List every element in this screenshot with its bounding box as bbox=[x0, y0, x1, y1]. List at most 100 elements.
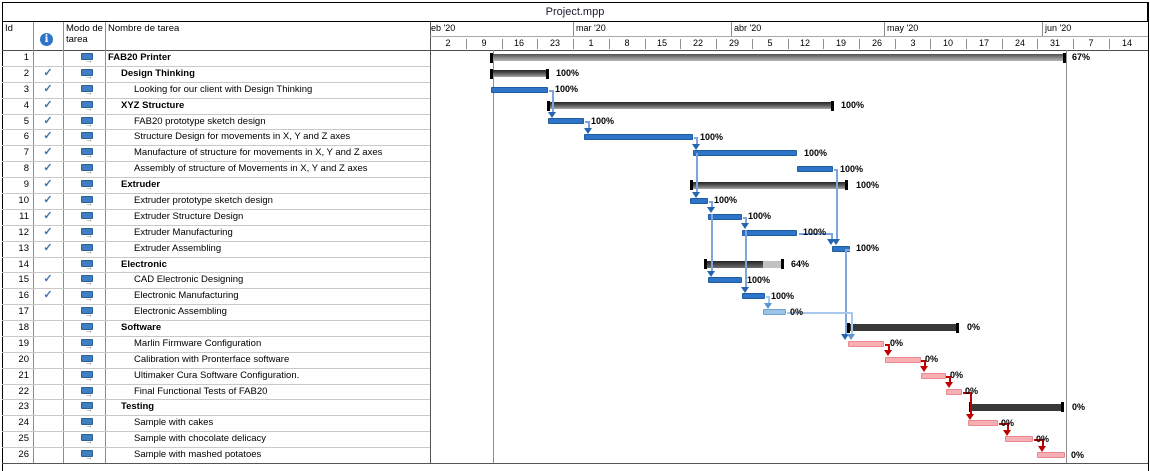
task-id-cell[interactable]: 14 bbox=[18, 258, 29, 270]
gantt-task-bar[interactable] bbox=[763, 309, 786, 316]
task-name-cell[interactable]: Extruder Structure Design bbox=[134, 210, 244, 222]
task-id-cell[interactable]: 15 bbox=[18, 274, 29, 286]
task-id-cell[interactable]: 21 bbox=[18, 369, 29, 381]
gantt-task-bar[interactable] bbox=[848, 340, 884, 347]
task-name-cell[interactable]: Ultimaker Cura Software Configuration. bbox=[134, 369, 300, 381]
task-id-cell[interactable]: 4 bbox=[23, 99, 29, 111]
task-id-cell[interactable]: 2 bbox=[23, 67, 29, 79]
gantt-task-bar[interactable] bbox=[1005, 436, 1033, 443]
task-id-cell[interactable]: 19 bbox=[18, 337, 29, 349]
task-name-cell[interactable]: FAB20 Printer bbox=[108, 52, 171, 63]
task-mode-icon[interactable]: → bbox=[81, 227, 96, 240]
gantt-summary-bar[interactable] bbox=[490, 52, 1066, 63]
gantt-task-bar[interactable] bbox=[1037, 452, 1065, 459]
gantt-task-bar[interactable] bbox=[708, 213, 742, 220]
task-id-cell[interactable]: 6 bbox=[23, 131, 29, 143]
gantt-task-bar[interactable] bbox=[491, 86, 548, 93]
task-id-cell[interactable]: 9 bbox=[23, 179, 29, 191]
task-id-cell[interactable]: 3 bbox=[23, 83, 29, 95]
task-name-cell[interactable]: Marlin Firmware Configuration bbox=[134, 337, 262, 349]
gantt-summary-bar[interactable] bbox=[547, 100, 834, 111]
task-id-cell[interactable]: 20 bbox=[18, 353, 29, 365]
task-mode-icon[interactable]: → bbox=[81, 164, 96, 176]
task-id-cell[interactable]: 17 bbox=[18, 306, 29, 318]
task-name-cell[interactable]: Structure Design for movements in X, Y a… bbox=[134, 131, 351, 143]
task-mode-icon[interactable]: → bbox=[81, 402, 96, 414]
task-mode-icon[interactable]: → bbox=[81, 307, 96, 319]
task-id-cell[interactable]: 13 bbox=[18, 242, 29, 254]
column-header-mode[interactable]: Modo de tarea bbox=[66, 23, 103, 45]
task-mode-icon[interactable]: → bbox=[81, 68, 96, 81]
task-mode-icon[interactable]: → bbox=[81, 323, 96, 335]
task-name-cell[interactable]: Electronic bbox=[121, 258, 167, 270]
task-name-cell[interactable]: Extruder Manufacturing bbox=[134, 226, 233, 238]
task-name-cell[interactable]: Extruder bbox=[121, 179, 161, 191]
task-id-cell[interactable]: 7 bbox=[23, 147, 29, 159]
task-mode-icon[interactable]: → bbox=[81, 434, 96, 446]
gantt-task-bar[interactable] bbox=[742, 293, 765, 300]
task-mode-icon[interactable]: → bbox=[81, 418, 96, 430]
task-mode-icon[interactable]: → bbox=[81, 180, 96, 192]
task-id-cell[interactable]: 5 bbox=[23, 115, 29, 127]
column-header-name[interactable]: Nombre de tarea bbox=[108, 23, 180, 34]
task-id-cell[interactable]: 25 bbox=[18, 433, 29, 445]
task-mode-icon[interactable]: → bbox=[81, 148, 96, 160]
task-name-cell[interactable]: Looking for our client with Design Think… bbox=[134, 83, 313, 95]
task-id-cell[interactable]: 18 bbox=[18, 322, 29, 334]
task-id-cell[interactable]: 16 bbox=[18, 290, 29, 302]
task-mode-icon[interactable]: → bbox=[81, 354, 96, 367]
gantt-summary-bar[interactable] bbox=[969, 402, 1064, 413]
task-id-cell[interactable]: 23 bbox=[18, 401, 29, 413]
gantt-task-bar[interactable] bbox=[885, 356, 921, 363]
task-mode-icon[interactable]: → bbox=[81, 53, 96, 65]
task-name-cell[interactable]: Extruder Assembling bbox=[134, 242, 222, 254]
gantt-task-bar[interactable] bbox=[690, 197, 708, 204]
task-name-cell[interactable]: Sample with cakes bbox=[134, 417, 214, 429]
gantt-summary-bar[interactable] bbox=[490, 68, 549, 79]
task-mode-icon[interactable]: → bbox=[81, 291, 96, 303]
task-name-cell[interactable]: XYZ Structure bbox=[121, 99, 185, 111]
task-mode-icon[interactable]: → bbox=[81, 116, 96, 129]
task-name-cell[interactable]: FAB20 prototype sketch design bbox=[134, 115, 266, 127]
task-name-cell[interactable]: Sample with mashed potatoes bbox=[134, 449, 262, 461]
task-mode-icon[interactable]: → bbox=[81, 338, 96, 351]
task-id-cell[interactable]: 26 bbox=[18, 449, 29, 461]
task-name-cell[interactable]: Testing bbox=[121, 401, 155, 413]
gantt-task-bar[interactable] bbox=[968, 420, 998, 427]
task-mode-icon[interactable]: → bbox=[81, 450, 96, 462]
task-name-cell[interactable]: Electronic Assembling bbox=[134, 306, 227, 318]
task-id-cell[interactable]: 1 bbox=[23, 52, 29, 63]
task-mode-icon[interactable]: → bbox=[81, 370, 96, 383]
task-id-cell[interactable]: 11 bbox=[19, 210, 29, 222]
task-id-cell[interactable]: 8 bbox=[23, 163, 29, 175]
gantt-task-bar[interactable] bbox=[832, 245, 850, 252]
info-column-icon[interactable]: i bbox=[40, 33, 53, 46]
gantt-task-bar[interactable] bbox=[742, 229, 797, 236]
gantt-task-bar[interactable] bbox=[946, 388, 962, 395]
task-mode-icon[interactable]: → bbox=[81, 386, 96, 399]
task-name-cell[interactable]: CAD Electronic Designing bbox=[134, 274, 244, 286]
task-mode-icon[interactable]: → bbox=[81, 211, 96, 224]
task-id-cell[interactable]: 22 bbox=[18, 385, 29, 397]
task-name-cell[interactable]: Electronic Manufacturing bbox=[134, 290, 239, 302]
task-name-cell[interactable]: Calibration with Pronterface software bbox=[134, 353, 290, 365]
gantt-summary-bar[interactable] bbox=[690, 180, 848, 191]
gantt-task-bar[interactable] bbox=[548, 118, 584, 125]
task-name-cell[interactable]: Extruder prototype sketch design bbox=[134, 194, 273, 206]
task-name-cell[interactable]: Design Thinking bbox=[121, 67, 195, 79]
gantt-summary-bar[interactable] bbox=[847, 322, 959, 333]
task-id-cell[interactable]: 24 bbox=[18, 417, 29, 429]
task-id-cell[interactable]: 10 bbox=[18, 194, 29, 206]
task-name-cell[interactable]: Sample with chocolate delicacy bbox=[134, 433, 267, 445]
task-mode-icon[interactable]: → bbox=[81, 243, 96, 256]
gantt-task-bar[interactable] bbox=[921, 372, 946, 379]
task-mode-icon[interactable]: → bbox=[81, 100, 96, 113]
task-mode-icon[interactable]: → bbox=[81, 84, 96, 97]
gantt-task-bar[interactable] bbox=[797, 166, 833, 173]
gantt-task-bar[interactable] bbox=[584, 134, 693, 141]
task-mode-icon[interactable]: → bbox=[81, 195, 96, 208]
task-mode-icon[interactable]: → bbox=[81, 275, 96, 287]
gantt-summary-bar[interactable] bbox=[704, 259, 784, 270]
gantt-task-bar[interactable] bbox=[708, 277, 742, 284]
task-name-cell[interactable]: Manufacture of structure for movements i… bbox=[134, 147, 383, 159]
